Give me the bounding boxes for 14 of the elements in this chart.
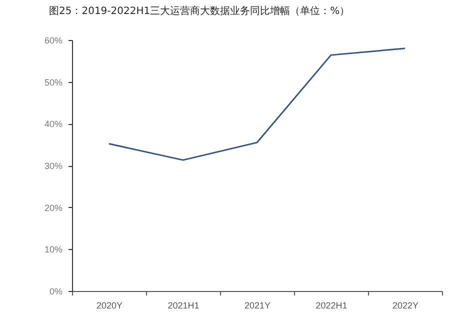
y-tick-label: 50% <box>44 77 62 88</box>
line-series <box>108 48 406 161</box>
x-tick-label: 2022Y <box>392 300 419 310</box>
y-tick-label: 20% <box>44 202 62 213</box>
x-tick-label: 2021H1 <box>168 300 200 310</box>
y-tick-label: 30% <box>44 161 62 171</box>
y-tick-label: 10% <box>44 244 62 255</box>
y-tick-label: 40% <box>44 119 62 130</box>
x-tick-label: 2020Y <box>96 300 123 310</box>
x-tick-label: 2021Y <box>244 300 271 310</box>
x-tick-label: 2022H1 <box>316 300 348 310</box>
y-tick-label: 60% <box>44 36 62 46</box>
chart-title: 图25：2019-2022H1三大运营商大数据业务同比增幅（单位：%） <box>49 5 350 17</box>
y-tick-label: 0% <box>49 286 62 296</box>
